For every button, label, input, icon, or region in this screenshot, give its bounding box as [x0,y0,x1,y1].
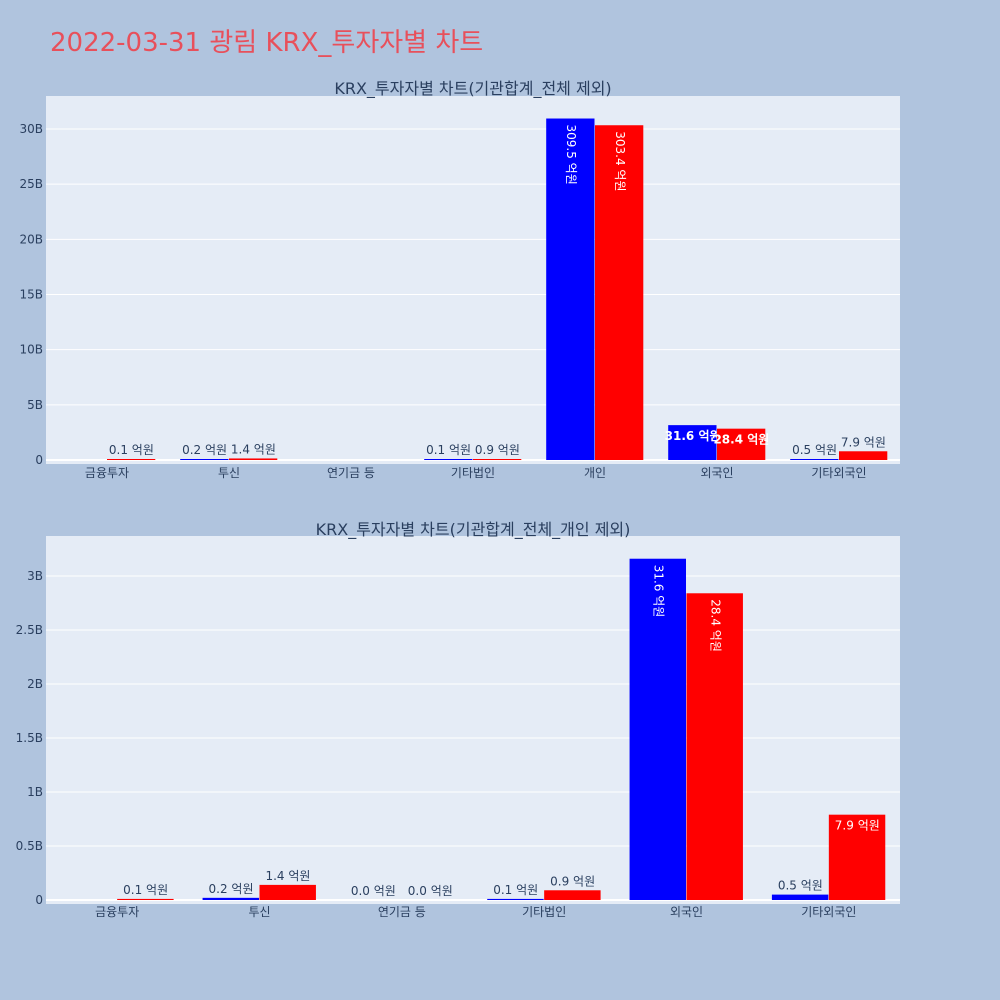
data-label: 1.4 억원 [231,442,276,456]
x-tick-label: 연기금 등 [378,905,426,919]
bar [180,459,229,460]
data-label: 1.4 억원 [265,869,310,883]
x-tick-label: 외국인 [700,466,733,480]
data-label: 0.1 억원 [493,883,538,897]
x-tick-label: 기타법인 [522,905,566,919]
x-tick-label: 투신 [218,466,240,480]
bar [668,425,717,460]
y-tick-label: 0.5B [16,839,43,853]
bar [229,458,278,460]
data-label: 28.4 억원 [708,599,722,652]
bar [117,898,174,900]
chart-subtitle: KRX_투자자별 차트(기관합계_전체 제외) [334,79,611,99]
bar [717,428,766,460]
bar [544,890,601,900]
y-tick-label: 15B [19,288,43,302]
y-tick-label: 0 [35,893,43,907]
bar [473,459,522,460]
data-label: 0.5 억원 [792,443,837,457]
data-label: 0.2 억원 [209,882,254,896]
y-tick-label: 30B [19,122,43,136]
y-tick-label: 25B [19,177,43,191]
data-label: 0.1 억원 [109,443,154,457]
data-label: 0.1 억원 [426,443,471,457]
data-label: 7.9 억원 [841,435,886,449]
data-label: 7.9 억원 [835,819,880,833]
y-tick-label: 1.5B [16,731,43,745]
page-title: 2022-03-31 광림 KRX_투자자별 차트 [50,28,484,58]
data-label: 31.6 억원 [665,429,721,443]
plot-area [46,536,900,904]
bar [107,459,156,460]
bar [686,593,743,900]
bar [202,897,259,900]
bar [771,894,829,900]
y-tick-label: 1B [27,785,43,799]
bar [487,898,544,900]
bar [259,884,316,900]
bar [839,451,888,460]
x-tick-label: 금융투자 [85,466,129,480]
data-label: 0.5 억원 [778,879,823,893]
bar [595,125,644,461]
y-tick-label: 2.5B [16,623,43,637]
x-tick-label: 기타법인 [451,466,495,480]
y-tick-label: 5B [27,398,43,412]
chart-top: 0 5B 10B 15B 20B 25B 30B KRX_투자자별 차트(기관합계_전체 제외… [19,79,900,480]
y-tick-label: 3B [27,569,43,583]
y-tick-label: 10B [19,343,43,357]
y-tick-label: 20B [19,232,43,246]
x-tick-label: 금융투자 [95,905,139,919]
x-tick-label: 투신 [248,905,270,919]
plot-area [46,96,900,464]
bar [629,558,686,900]
bar [790,459,839,460]
data-label: 303.4 억원 [613,131,627,191]
data-label: 0.0 억원 [351,884,396,898]
y-tick-label: 2B [27,677,43,691]
y-tick-label: 0 [35,453,43,467]
data-label: 0.1 억원 [123,883,168,897]
bar [828,814,886,900]
x-tick-label: 개인 [584,466,606,480]
x-tick-label: 기타외국인 [801,905,856,919]
bar [424,459,473,460]
data-label: 0.0 억원 [408,884,453,898]
data-label: 31.6 억원 [652,565,666,618]
x-tick-label: 기타외국인 [811,466,866,480]
data-label: 0.9 억원 [550,874,595,888]
data-label: 28.4 억원 [713,433,769,447]
data-label: 0.9 억원 [475,443,520,457]
chart-subtitle: KRX_투자자별 차트(기관합계_전체_개인 제외) [316,520,631,540]
bar [546,118,595,460]
x-tick-label: 외국인 [670,905,703,919]
x-tick-label: 연기금 등 [327,466,375,480]
data-label: 0.2 억원 [182,443,227,457]
data-label: 309.5 억원 [564,125,578,185]
